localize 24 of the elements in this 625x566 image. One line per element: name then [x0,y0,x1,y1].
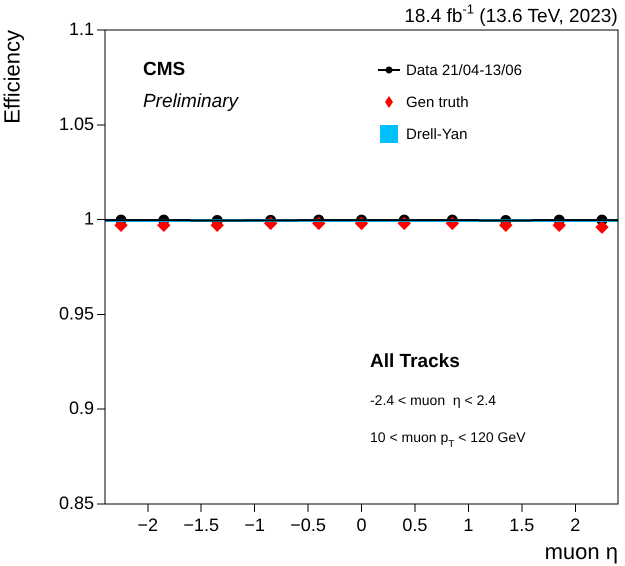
annotation: -2.4 < muon η < 2.4 [370,392,496,408]
y-tick-label: 0.95 [58,303,94,324]
x-tick-label: 0.5 [402,514,428,535]
y-tick-label: 1.05 [58,114,94,134]
x-tick-label: 1.5 [509,514,534,535]
y-tick-label: 0.9 [68,398,94,418]
legend-label: Data 21/04-13/06 [406,62,522,79]
x-tick-label: −1.5 [183,514,219,535]
legend-label: Drell-Yan [406,126,468,143]
annotation: Preliminary [143,91,240,112]
annotation: All Tracks [370,351,460,372]
x-tick-label: −2 [137,514,158,535]
x-tick-label: 1 [463,514,474,535]
y-axis-title: Efficiency [0,30,24,124]
x-tick-label: −1 [244,514,265,535]
x-tick-label: 0 [356,514,367,535]
legend-label: Gen truth [406,94,469,111]
y-tick-label: 1 [84,208,94,229]
y-tick-label: 0.85 [58,492,94,513]
annotation: CMS [143,59,186,80]
y-tick-label: 1.1 [68,18,94,39]
x-axis-title: muon η [544,538,618,564]
x-tick-label: −0.5 [290,514,326,535]
x-tick-label: 2 [570,514,580,535]
